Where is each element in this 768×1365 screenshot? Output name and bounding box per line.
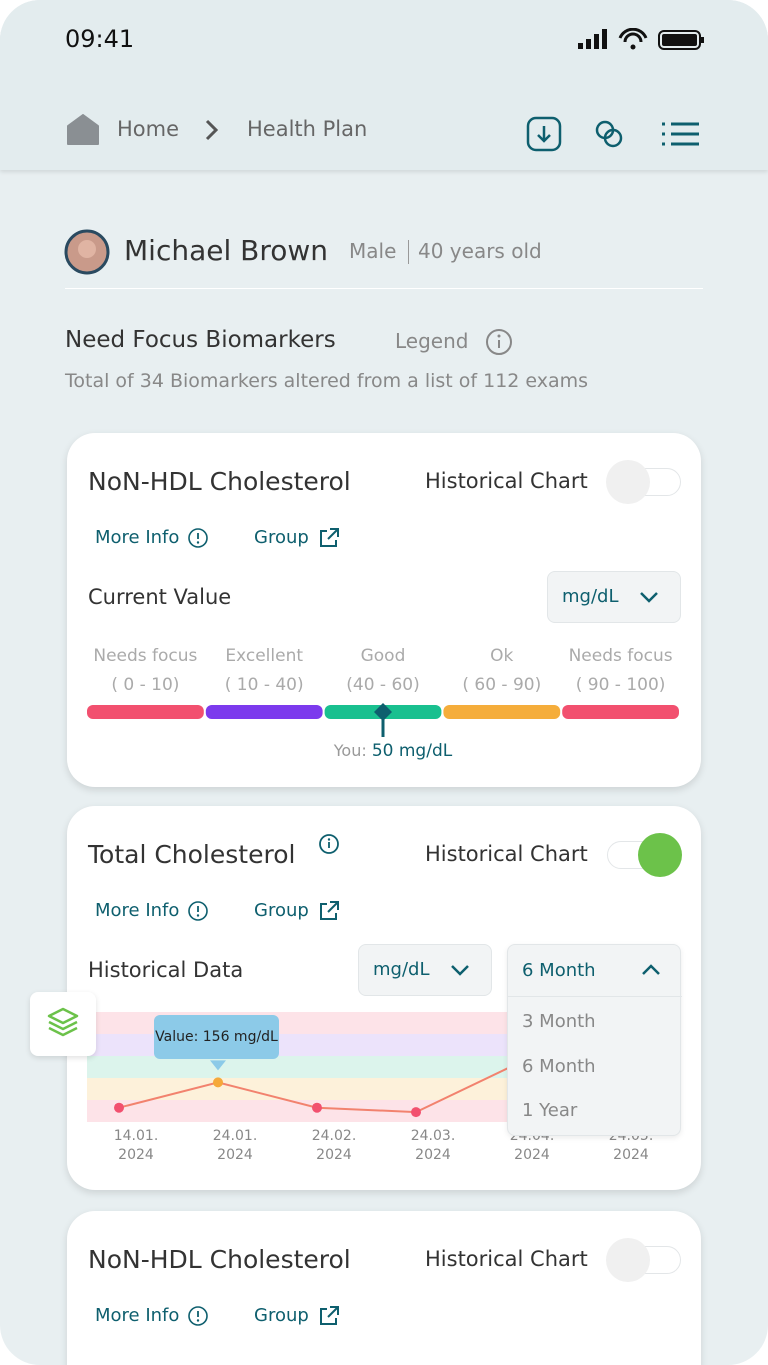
patient-gender: Male: [349, 239, 397, 263]
external-icon: [320, 1306, 339, 1325]
range-segment: [87, 705, 204, 719]
biomarker-card: NoN-HDL Cholesterol Historical Chart More …: [67, 1211, 701, 1365]
value-title: Current Value: [88, 585, 232, 609]
data-point: [411, 1107, 421, 1118]
layers-icon: [47, 1007, 79, 1037]
toggle-switch[interactable]: [606, 1238, 681, 1282]
header: [0, 0, 768, 170]
group-link[interactable]: Group: [254, 527, 309, 548]
toggle-label: Historical Chart: [425, 842, 588, 866]
range-label: Needs focus: [568, 646, 673, 666]
breadcrumb-item[interactable]: Health Plan: [247, 117, 368, 141]
status-time: 09:41: [65, 25, 135, 53]
legend-link[interactable]: Legend: [395, 329, 469, 353]
range-gauge: [87, 703, 679, 737]
value-title: Historical Data: [88, 958, 244, 982]
section-subtitle: Total of 34 Biomarkers altered from a li…: [65, 370, 589, 392]
group-link[interactable]: Group: [254, 1305, 309, 1326]
range-values: (40 - 60): [346, 675, 420, 695]
period-selected: 6 Month: [522, 960, 596, 981]
chevron: [640, 592, 658, 603]
toggle-knob: [606, 1238, 650, 1282]
toggle-switch[interactable]: [606, 460, 681, 504]
range-values: ( 0 - 10): [111, 675, 180, 695]
header-actions[interactable]: [524, 114, 704, 154]
x-tick-label: 14.01.: [113, 1128, 159, 1144]
tooltip-arrow: [210, 1060, 226, 1071]
toggle-knob: [638, 833, 682, 877]
unit-dropdown[interactable]: mg/dL: [547, 571, 681, 623]
range-segment: [443, 705, 561, 719]
range-values: ( 10 - 40): [224, 675, 304, 695]
x-tick-year: 2024: [118, 1147, 154, 1163]
info-icon: [188, 1306, 208, 1326]
status-icons: [578, 28, 704, 50]
section-title: Need Focus Biomarkers: [65, 327, 336, 353]
range-label: Excellent: [225, 646, 304, 666]
home-icon[interactable]: [66, 114, 100, 146]
unit-dropdown[interactable]: mg/dL: [358, 944, 492, 996]
data-point: [114, 1102, 124, 1113]
breadcrumb-chevron: [205, 119, 219, 141]
period-option[interactable]: 6 Month: [522, 1055, 596, 1077]
biomarker-card: NoN-HDL Cholesterol Historical Chart More …: [67, 433, 701, 787]
range-label: Ok: [490, 646, 514, 666]
toggle-label: Historical Chart: [425, 469, 588, 493]
patient-name: Michael Brown: [124, 234, 329, 267]
divider: [408, 240, 409, 264]
card-title: Total Cholesterol: [88, 840, 296, 869]
range-values: ( 60 - 90): [462, 675, 542, 695]
x-tick-label: 24.02.: [311, 1128, 357, 1144]
chevron: [451, 965, 469, 976]
x-tick-label: 24.03.: [410, 1128, 456, 1144]
external-icon: [320, 528, 339, 547]
more-info-link[interactable]: More Info: [95, 527, 180, 548]
x-tick-year: 2024: [514, 1147, 550, 1163]
x-tick-year: 2024: [415, 1147, 451, 1163]
card-title: NoN-HDL Cholesterol: [88, 467, 351, 496]
x-tick-year: 2024: [217, 1147, 253, 1163]
external-icon: [320, 901, 339, 920]
card-title: NoN-HDL Cholesterol: [88, 1245, 351, 1274]
tooltip: Value: 156 mg/dL: [154, 1015, 279, 1060]
avatar: [64, 229, 110, 275]
range-label: Good: [360, 646, 406, 666]
period-option[interactable]: 3 Month: [522, 1011, 596, 1032]
value-label: 50 mg/dL: [371, 741, 453, 761]
separator: [65, 288, 703, 289]
data-point: [213, 1077, 223, 1088]
toggle-knob: [606, 460, 650, 504]
biomarker-card: Total Cholesterol Historical Chart More In…: [67, 806, 701, 1190]
toggle-switch[interactable]: [607, 833, 682, 877]
period-option[interactable]: 1 Year: [522, 1100, 578, 1121]
info-icon[interactable]: [485, 328, 513, 356]
layers-button[interactable]: [30, 992, 96, 1056]
patient-age: 40 years old: [418, 239, 542, 263]
x-tick-year: 2024: [613, 1147, 649, 1163]
period-dropdown[interactable]: 6 Month 3 Month 6 Month 1 Year: [507, 944, 682, 1136]
range-label: Needs focus: [93, 646, 198, 666]
unit-label: mg/dL: [373, 959, 430, 980]
x-tick-label: 24.01.: [212, 1128, 258, 1144]
breadcrumb-item[interactable]: Home: [117, 117, 180, 141]
you-value: You: 50 mg/dL: [323, 741, 463, 761]
divider: [508, 996, 682, 997]
you-label: You:: [333, 741, 367, 760]
more-info-link[interactable]: More Info: [95, 900, 180, 921]
data-point: [312, 1102, 322, 1113]
range-values: ( 90 - 100): [575, 675, 666, 695]
value-marker: [374, 703, 392, 737]
info-icon: [188, 901, 208, 921]
range-segment: [562, 705, 679, 719]
group-link[interactable]: Group: [254, 900, 309, 921]
chevron: [642, 964, 660, 975]
info-icon: [188, 528, 208, 548]
unit-label: mg/dL: [562, 586, 619, 607]
toggle-label: Historical Chart: [425, 1247, 588, 1271]
x-tick-year: 2024: [316, 1147, 352, 1163]
range-segment: [205, 705, 323, 719]
info-icon: [319, 834, 339, 854]
more-info-link[interactable]: More Info: [95, 1305, 180, 1326]
